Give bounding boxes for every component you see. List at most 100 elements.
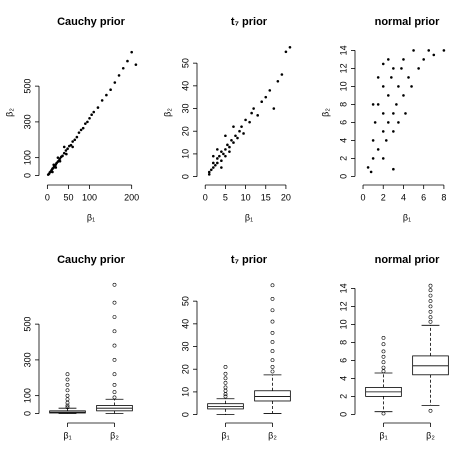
point [216, 161, 219, 165]
outlier [65, 393, 70, 398]
point [284, 50, 288, 54]
y-tick-label: 30 [180, 104, 190, 114]
point [392, 130, 395, 133]
point [220, 166, 223, 169]
x-tick-label: 2 [381, 192, 386, 202]
point [121, 66, 125, 70]
outlier [381, 365, 386, 370]
outlier [112, 372, 117, 377]
box [254, 390, 291, 402]
point [250, 111, 253, 115]
y-tick-label: 20 [180, 364, 190, 374]
x-tick-label: 8 [441, 192, 446, 202]
box [412, 355, 449, 376]
outlier [112, 357, 117, 362]
x-tick-label: 6 [421, 192, 426, 202]
point [79, 128, 83, 132]
point [230, 138, 233, 142]
y-tick-label: 0 [338, 412, 348, 417]
y-tick-label: 300 [22, 352, 32, 367]
point [126, 59, 129, 63]
point [387, 94, 390, 97]
point [390, 76, 393, 79]
point [232, 125, 235, 128]
x-tick-label: 0 [45, 192, 50, 202]
x-tick-label: β₁ [63, 430, 71, 440]
point [371, 139, 375, 142]
point [134, 63, 138, 66]
y-tick-label: 2 [338, 156, 348, 161]
y-tick-label: 4 [338, 376, 348, 381]
outlier [428, 408, 433, 413]
outlier [223, 394, 228, 399]
outlier [428, 293, 433, 298]
outlier [270, 365, 275, 369]
y-axis-label: β₂ [4, 108, 14, 117]
y-tick-label: 4 [338, 138, 348, 143]
point [92, 110, 96, 114]
point [234, 134, 237, 138]
y-tick-label: 10 [180, 387, 190, 397]
point [387, 58, 390, 61]
point [400, 67, 403, 70]
point [412, 49, 415, 52]
point [224, 148, 227, 151]
panel-title: t₇ prior [231, 16, 268, 28]
point [381, 157, 385, 160]
point [64, 149, 68, 152]
outlier [65, 400, 70, 405]
point [52, 163, 55, 167]
point [81, 126, 85, 130]
point [402, 58, 405, 61]
y-tick-label: 8 [338, 102, 348, 107]
point [376, 148, 380, 151]
point [84, 122, 87, 125]
y-tick-label: 500 [22, 317, 32, 332]
outlier [223, 365, 228, 369]
point [65, 152, 68, 156]
point [371, 103, 375, 106]
outlier [381, 411, 386, 416]
point [392, 112, 395, 115]
point [224, 154, 227, 158]
point [395, 103, 398, 106]
point [381, 62, 385, 66]
point [238, 129, 241, 133]
x-tick-label: β₁ [221, 430, 229, 440]
y-tick-label: 100 [22, 388, 32, 403]
point [387, 121, 390, 124]
point [288, 45, 292, 49]
point [216, 157, 219, 160]
point [211, 166, 215, 169]
point [244, 118, 247, 122]
x-tick-label: 4 [401, 192, 406, 202]
point [218, 154, 221, 158]
outlier [381, 360, 386, 365]
panel-title: normal prior [375, 16, 441, 28]
point [222, 152, 225, 156]
outlier [112, 343, 117, 348]
x-tick-label: 20 [281, 192, 291, 202]
y-tick-label: 14 [338, 283, 348, 293]
x-tick-label: β₂ [426, 430, 435, 440]
y-tick-label: 50 [180, 296, 190, 306]
point [268, 89, 272, 92]
outlier [223, 388, 228, 393]
y-tick-label: 30 [180, 342, 190, 352]
point [71, 145, 74, 149]
outlier [428, 288, 433, 293]
y-tick-label: 10 [180, 149, 190, 159]
outlier [65, 388, 70, 393]
outlier [270, 296, 275, 301]
x-tick-label: β₁ [379, 430, 387, 440]
point [88, 117, 91, 120]
outlier [381, 335, 386, 340]
y-tick-label: 20 [180, 126, 190, 136]
y-tick-label: 10 [338, 319, 348, 329]
point [224, 134, 227, 138]
x-axis-label: β₁ [245, 212, 253, 222]
point [109, 88, 112, 92]
point [276, 80, 280, 83]
outlier [112, 390, 117, 394]
y-axis-label: β₂ [320, 108, 330, 117]
